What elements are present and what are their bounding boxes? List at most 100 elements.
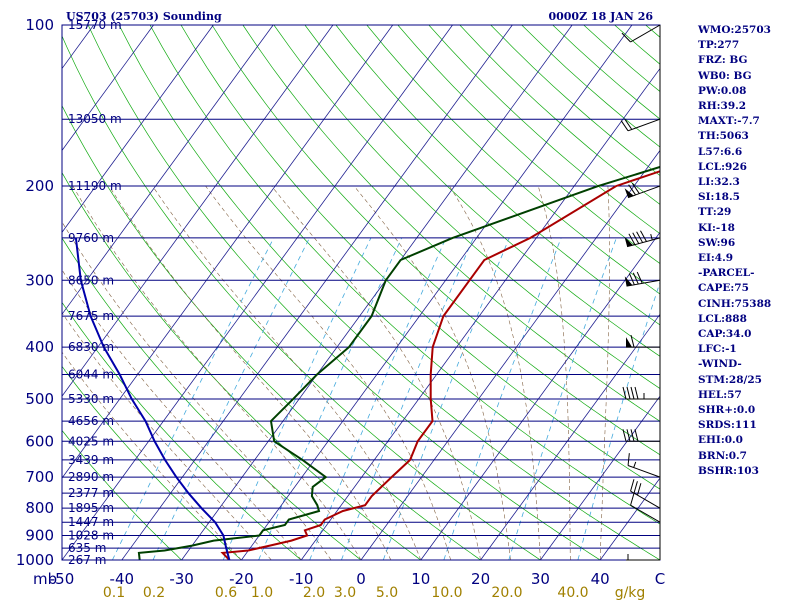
height-label: 2377 m — [68, 486, 114, 500]
isotherm-line — [480, 313, 660, 560]
index-item: HEL:57 — [698, 388, 742, 401]
wind-barb — [622, 429, 660, 442]
height-label: 4025 m — [68, 434, 114, 448]
index-item: FRZ: BG — [698, 54, 748, 67]
mixing-ratio-tick-label: 40.0 — [557, 585, 588, 600]
index-item: CAP:34.0 — [698, 328, 752, 341]
moist-adiabat-line — [62, 312, 272, 560]
index-item: -WIND- — [698, 358, 742, 371]
mixing-ratio-line — [152, 237, 310, 560]
mixing-ratio-line — [222, 237, 372, 560]
height-label: 5330 m — [68, 392, 114, 406]
wind-barbs — [620, 24, 661, 561]
moist-adiabat-line — [271, 185, 481, 560]
index-item: KI:-18 — [698, 221, 735, 234]
mixing-ratio-tick-label: 0.6 — [215, 585, 237, 600]
pressure-tick-label: 100 — [25, 16, 54, 34]
height-label: 4656 m — [68, 414, 114, 428]
index-item: STM:28/25 — [698, 373, 762, 386]
index-item: BSHR:103 — [698, 464, 759, 477]
height-label: 8650 m — [68, 273, 114, 287]
mixing-ratio-unit-label: g/kg — [615, 585, 646, 600]
dewpoint-profile-line — [137, 165, 660, 560]
isotherm-line — [300, 67, 660, 560]
dry-adiabat-line — [62, 35, 541, 560]
isotherm-line — [62, 25, 453, 560]
wind-barb — [627, 453, 661, 478]
temperature-tick-label: 40 — [591, 570, 610, 588]
wind-barb — [624, 230, 661, 248]
pressure-tick-label: 400 — [25, 338, 54, 356]
mixing-ratio-tick-label: 0.1 — [103, 585, 125, 600]
wind-barb — [630, 479, 661, 509]
plot-frame — [61, 24, 661, 561]
wind-barb — [626, 334, 660, 348]
pressure-tick-label: 800 — [25, 499, 54, 517]
height-label: 7675 m — [68, 309, 114, 323]
index-item: RH:39.2 — [698, 100, 747, 113]
mixing-ratio-line — [112, 237, 275, 560]
station-title: US703 (25703) Sounding — [66, 10, 222, 23]
dry-adiabat-line — [62, 171, 422, 560]
index-item: TH:5063 — [698, 130, 749, 143]
dry-adiabat-line — [87, 25, 601, 560]
moist-adiabat-line — [599, 186, 610, 560]
background-grid — [62, 25, 660, 560]
mixing-ratio-tick-label: 2.0 — [303, 585, 325, 600]
moist-adiabat-line — [152, 185, 422, 560]
pressure-tick-label: 1000 — [16, 551, 54, 569]
index-item: WMO:25703 — [698, 24, 771, 36]
mixing-ratio-line — [341, 237, 474, 560]
index-item: LFC:-1 — [698, 343, 737, 356]
index-item: LCL:888 — [698, 312, 747, 325]
mixing-ratio-line — [309, 237, 447, 560]
temperature-unit-label: C — [655, 570, 665, 588]
pressure-tick-label: 700 — [25, 468, 54, 486]
wind-barb — [622, 386, 660, 400]
height-label: 15770 m — [68, 18, 122, 32]
index-item: EI:4.9 — [698, 252, 734, 265]
isotherm-line — [62, 25, 394, 479]
isotherm-line — [540, 395, 660, 560]
index-item: L57:6.6 — [698, 145, 743, 158]
isotherm-line — [241, 25, 633, 560]
temperature-tick-label: 10 — [411, 570, 430, 588]
mixing-ratio-tick-label: 5.0 — [376, 585, 398, 600]
height-label: 1028 m — [68, 529, 114, 543]
parcel-profile-line — [74, 237, 231, 560]
mixing-ratio-line — [577, 281, 660, 560]
index-item: MAXT:-7.7 — [698, 115, 760, 128]
height-label: 267 m — [68, 553, 106, 567]
index-item: SW:96 — [698, 236, 736, 249]
height-label: 13050 m — [68, 112, 122, 126]
temperature-tick-label: -30 — [169, 570, 194, 588]
index-item: SRDS:111 — [698, 419, 757, 432]
temperature-tick-label: -10 — [289, 570, 314, 588]
stability-indices-list: WMO:25703 TP:277 FRZ: BG WB0: BG PW:0.08 RH:3… — [698, 23, 771, 479]
isotherm-line — [62, 25, 154, 152]
height-label: 11190 m — [68, 179, 122, 193]
isotherm-line — [121, 25, 513, 560]
temperature-profile-line — [220, 170, 660, 560]
pressure-tick-label: 300 — [25, 271, 54, 289]
pressure-tick-label: 200 — [25, 177, 54, 195]
isotherm-line — [360, 149, 660, 560]
wind-barb — [624, 183, 661, 199]
mixing-ratio-tick-label: 10.0 — [431, 585, 462, 600]
valid-time: 0000Z 18 JAN 26 — [548, 10, 653, 23]
wind-barb — [626, 554, 660, 561]
axis-labels: 15770 m 13050 m 11190 m 9760 m 8650 m 7675 m 6… — [16, 16, 665, 600]
index-item: TP:277 — [698, 39, 740, 52]
pressure-tick-label: 900 — [25, 527, 54, 545]
pressure-tick-label: 500 — [25, 390, 54, 408]
height-label: 3439 m — [68, 453, 114, 467]
isotherm-line — [181, 25, 573, 560]
temperature-tick-label: -50 — [50, 570, 75, 588]
height-label: 2890 m — [68, 470, 114, 484]
index-item: SHR+:0.0 — [698, 404, 756, 417]
height-label: 635 m — [68, 541, 106, 555]
moist-adiabat-line — [62, 351, 242, 560]
mixing-ratio-tick-label: 3.0 — [334, 585, 356, 600]
height-label: 1447 m — [68, 515, 114, 529]
